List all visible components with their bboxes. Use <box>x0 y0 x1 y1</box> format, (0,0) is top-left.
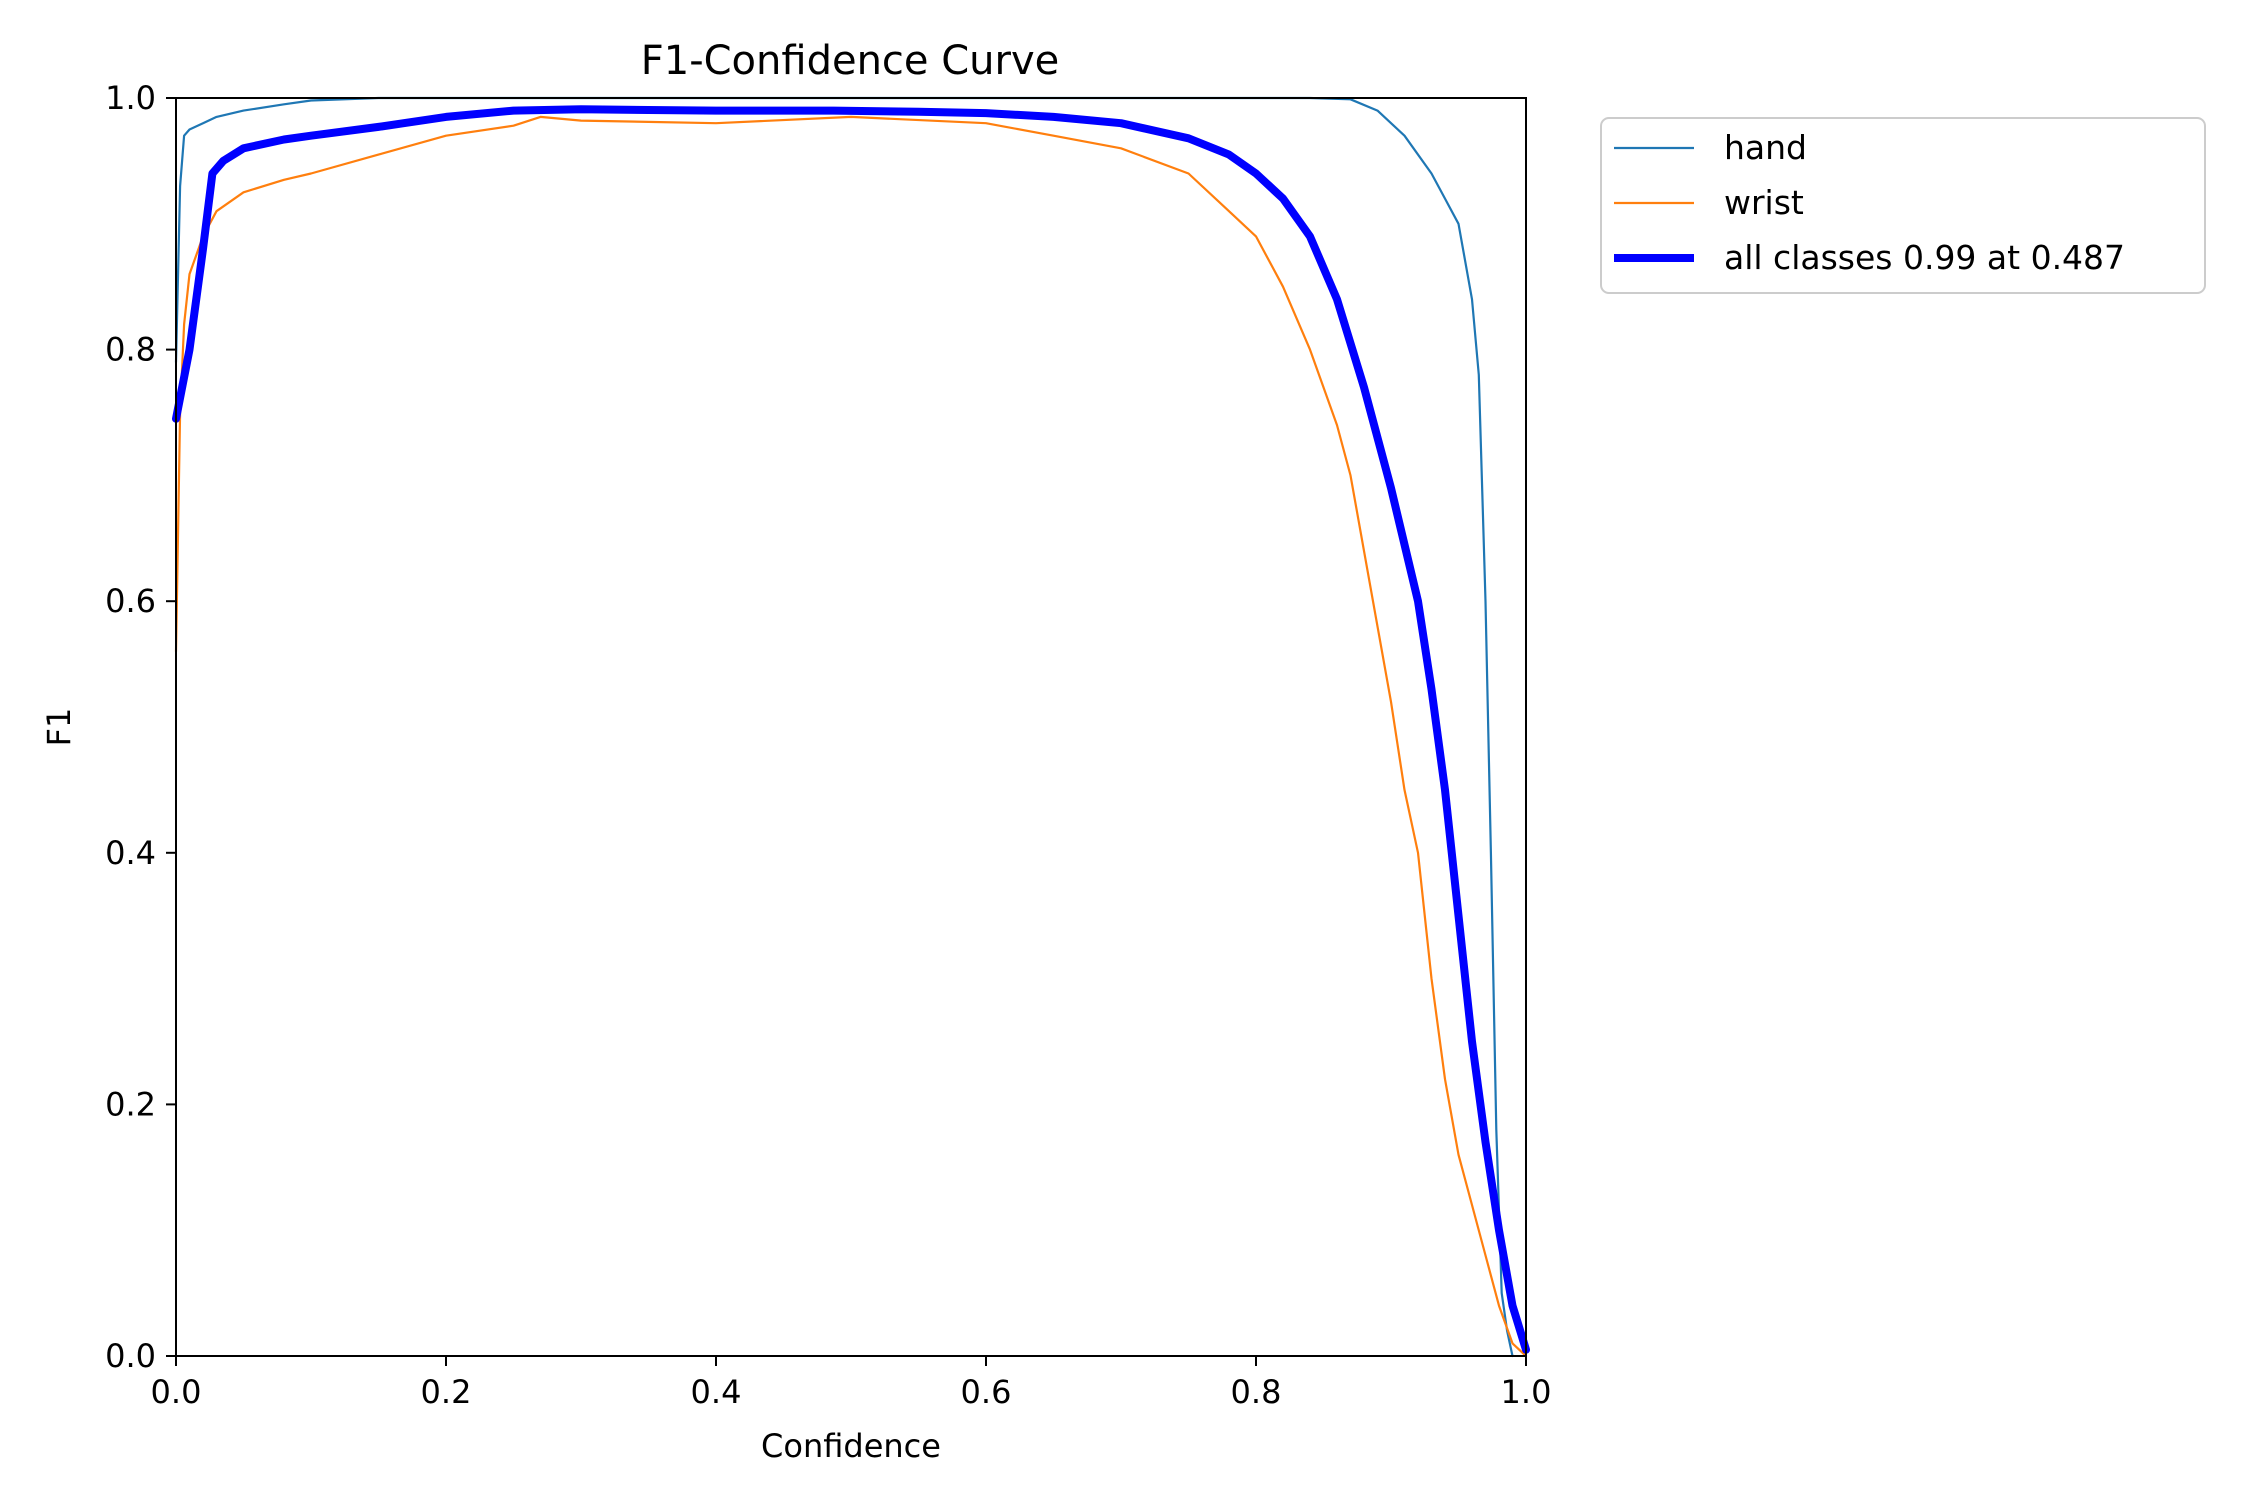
x-tick-label-1: 0.2 <box>421 1373 472 1411</box>
legend-label-wrist: wrist <box>1724 183 1804 222</box>
chart-title: F1-Confidence Curve <box>641 38 1060 84</box>
legend: hand wrist all classes 0.99 at 0.487 <box>1600 117 2206 294</box>
legend-label-all-classes: all classes 0.99 at 0.487 <box>1724 238 2125 277</box>
series-line-1 <box>174 115 1528 1358</box>
y-axis-ticks: 0.0 0.2 0.4 0.6 0.8 1.0 <box>105 79 176 1375</box>
y-tick-label-5: 1.0 <box>105 79 156 117</box>
y-tick-label-1: 0.2 <box>105 1085 156 1123</box>
plot-area: 0.0 0.2 0.4 0.6 0.8 1.0 0.0 0.2 0.4 0.6 0.8 1.0 <box>105 79 1551 1411</box>
series-line-2 <box>172 105 1530 1354</box>
x-tick-label-0: 0.0 <box>151 1373 202 1411</box>
legend-frame <box>1600 117 2206 294</box>
y-tick-label-3: 0.6 <box>105 582 156 620</box>
x-tick-label-2: 0.4 <box>691 1373 742 1411</box>
x-tick-label-4: 0.8 <box>1231 1373 1282 1411</box>
y-tick-label-0: 0.0 <box>105 1337 156 1375</box>
x-tick-label-5: 1.0 <box>1501 1373 1552 1411</box>
legend-label-hand: hand <box>1724 128 1807 167</box>
y-tick-label-4: 0.8 <box>105 331 156 369</box>
x-tick-label-3: 0.6 <box>961 1373 1012 1411</box>
y-tick-label-2: 0.4 <box>105 834 156 872</box>
x-axis-ticks: 0.0 0.2 0.4 0.6 0.8 1.0 <box>151 1356 1552 1411</box>
y-axis-label: F1 <box>40 708 78 747</box>
plot-frame <box>175 97 1527 1357</box>
x-axis-label: Confidence <box>761 1427 941 1465</box>
